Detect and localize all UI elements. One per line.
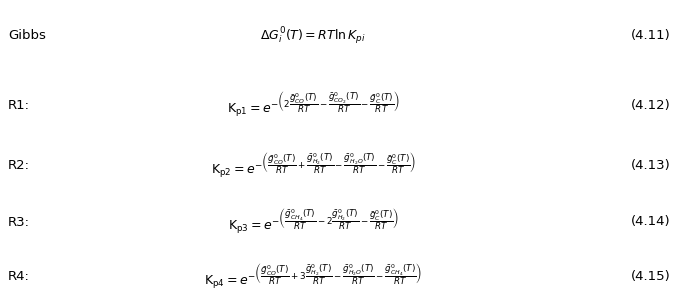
Text: R1:: R1: <box>8 99 30 112</box>
Text: (4.12): (4.12) <box>631 99 671 112</box>
Text: R3:: R3: <box>8 215 30 229</box>
Text: (4.13): (4.13) <box>631 159 671 172</box>
Text: $\mathrm{K_{p3}} = e^{-\left(\dfrac{\bar{g}_{CH_4}^{0}(T)}{RT} - 2\dfrac{\bar{g}: $\mathrm{K_{p3}} = e^{-\left(\dfrac{\bar… <box>228 208 398 236</box>
Text: R2:: R2: <box>8 159 30 172</box>
Text: (4.14): (4.14) <box>631 215 671 229</box>
Text: Gibbs: Gibbs <box>8 29 46 42</box>
Text: R4:: R4: <box>8 270 30 283</box>
Text: $\mathrm{K_{p2}} = e^{-\left(\dfrac{\bar{g}_{CO}^{0}(T)}{RT} + \dfrac{\bar{g}_{H: $\mathrm{K_{p2}} = e^{-\left(\dfrac{\bar… <box>211 152 415 180</box>
Text: (4.11): (4.11) <box>631 29 671 42</box>
Text: $\mathrm{K_{p1}} = e^{-\left(2\dfrac{\bar{g}_{CO}^{0}(T)}{RT} - \dfrac{\bar{g}_{: $\mathrm{K_{p1}} = e^{-\left(2\dfrac{\ba… <box>227 91 400 119</box>
Text: $\Delta G_i^0(T) = RT \ln K_{pi}$: $\Delta G_i^0(T) = RT \ln K_{pi}$ <box>260 25 366 46</box>
Text: $\mathrm{K_{p4}} = e^{-\left(\dfrac{\bar{g}_{CO}^{0}(T)}{RT} + 3\dfrac{\bar{g}_{: $\mathrm{K_{p4}} = e^{-\left(\dfrac{\bar… <box>204 263 422 291</box>
Text: (4.15): (4.15) <box>631 270 671 283</box>
